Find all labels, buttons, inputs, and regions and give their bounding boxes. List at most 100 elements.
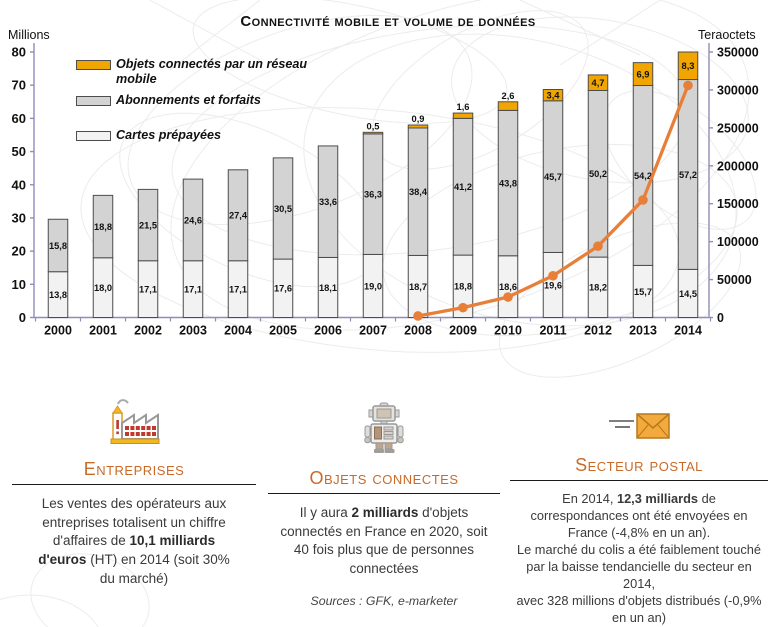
chart-title: Connectivité mobile et volume de données (240, 13, 536, 30)
bar-segment-abonnements (47, 218, 69, 273)
legend-swatch (76, 60, 111, 70)
bar-segment-abonnements (317, 145, 339, 258)
svg-text:8,3: 8,3 (682, 61, 695, 71)
data-point (413, 311, 423, 321)
svg-text:14,5: 14,5 (679, 289, 697, 299)
svg-text:0: 0 (717, 311, 724, 325)
bar-segment-objets (497, 101, 519, 111)
text-fragment: de correspondances ont été envoyées en F… (530, 491, 748, 541)
stacked-bars: 13,8 15,8 18,0 18,8 17,1 21,5 17,1 24,6 17,1 27,4… (47, 51, 699, 319)
svg-text:6,9: 6,9 (637, 69, 650, 79)
heading-underline (267, 493, 501, 494)
data-point (458, 302, 468, 313)
svg-text:2006: 2006 (314, 324, 342, 338)
robot-icon (264, 402, 504, 454)
legend-swatch (76, 95, 111, 106)
bar-segment-objets (677, 51, 699, 81)
svg-text:27,4: 27,4 (229, 211, 248, 221)
section-entreprises: Entreprises Les ventes des opérateurs au… (8, 392, 260, 588)
legend-swatch (76, 131, 111, 142)
svg-text:19,0: 19,0 (364, 281, 382, 291)
bar-segment-abonnements (137, 188, 159, 262)
svg-text:17,6: 17,6 (274, 284, 292, 294)
svg-text:18,8: 18,8 (94, 222, 112, 232)
svg-text:80: 80 (12, 45, 26, 60)
data-point (638, 195, 648, 205)
svg-text:2003: 2003 (179, 324, 207, 338)
svg-text:200000: 200000 (717, 159, 759, 173)
svg-text:30: 30 (12, 210, 26, 225)
text-fragment: d'objets connectés en France en 2020, so… (280, 505, 488, 576)
svg-text:2010: 2010 (494, 324, 522, 338)
svg-text:Millions: Millions (8, 28, 50, 42)
section-heading-entreprises: Entreprises (83, 459, 185, 479)
svg-text:21,5: 21,5 (139, 220, 157, 230)
svg-text:40: 40 (12, 177, 26, 192)
text-fragment-bold: 2 milliards (351, 505, 419, 520)
mobile-connectivity-chart: 0 10 20 30 40 50 60 70 80 Millions 0 50000 100000 150… (8, 28, 759, 338)
svg-text:15,7: 15,7 (634, 287, 652, 297)
data-point (683, 80, 693, 91)
svg-text:18,7: 18,7 (409, 282, 427, 292)
legend-item: Abonnements et forfaits (76, 93, 331, 108)
bar-segment-abonnements (182, 178, 204, 262)
svg-text:2,6: 2,6 (502, 91, 515, 101)
factory-icon (8, 397, 260, 449)
svg-text:2002: 2002 (134, 324, 162, 338)
text-fragment-bold: 10,1 milliards d'euros (38, 533, 216, 567)
legend-label: Abonnements et forfaits (116, 92, 261, 107)
postal-paragraph-2: Le marché du colis a été faiblement touc… (517, 542, 761, 592)
data-point (503, 292, 513, 302)
svg-text:50000: 50000 (717, 273, 752, 287)
section-heading-objets-connectes: Objets connectes (309, 468, 459, 488)
text-fragment: Il y aura (299, 505, 352, 520)
svg-text:2014: 2014 (674, 324, 702, 338)
svg-text:17,1: 17,1 (229, 285, 247, 295)
bar-segment-objets (362, 131, 384, 135)
svg-text:20: 20 (12, 244, 26, 259)
svg-text:17,1: 17,1 (139, 285, 157, 295)
svg-text:43,8: 43,8 (499, 178, 517, 188)
svg-text:2005: 2005 (269, 324, 297, 338)
bar-segment-objets (542, 89, 564, 102)
svg-text:17,1: 17,1 (184, 285, 202, 295)
svg-text:60: 60 (12, 111, 26, 126)
bar-segment-objets (452, 112, 474, 119)
svg-text:50,2: 50,2 (589, 169, 607, 179)
section-heading-secteur-postal: Secteur postal (575, 455, 703, 475)
svg-text:2001: 2001 (89, 324, 117, 338)
svg-text:45,7: 45,7 (544, 172, 562, 182)
svg-text:3,4: 3,4 (547, 91, 561, 101)
legend-item: Cartes prépayées (76, 128, 331, 143)
svg-text:33,6: 33,6 (319, 197, 337, 207)
svg-text:57,2: 57,2 (679, 170, 697, 180)
svg-text:2008: 2008 (404, 324, 432, 338)
svg-text:300000: 300000 (717, 83, 759, 97)
svg-text:250000: 250000 (717, 121, 759, 135)
data-point (548, 270, 558, 281)
data-point (593, 241, 603, 251)
svg-text:2009: 2009 (449, 324, 477, 338)
svg-text:2004: 2004 (224, 324, 252, 338)
sources-note: Sources : GFK, e-marketer (310, 593, 458, 608)
section-text-secteur-postal: En 2014, 12,3 milliards de correspondanc… (512, 490, 766, 626)
heading-underline (11, 484, 257, 485)
bar-segment-abonnements (227, 169, 249, 262)
svg-text:18,1: 18,1 (319, 283, 337, 293)
section-text-objets-connectes: Il y aura 2 milliards d'objets connectés… (278, 504, 490, 579)
legend-label: Cartes prépayées (116, 128, 222, 143)
svg-text:4,7: 4,7 (592, 78, 605, 88)
bar-segment-objets (632, 62, 654, 87)
svg-text:54,2: 54,2 (634, 171, 652, 181)
svg-text:150000: 150000 (717, 197, 759, 211)
svg-text:10: 10 (12, 277, 26, 292)
bar-segment-abonnements (92, 194, 114, 259)
svg-text:2012: 2012 (584, 324, 612, 338)
chart-axes: 0 10 20 30 40 50 60 70 80 Millions 0 50000 100000 150… (8, 28, 759, 338)
section-secteur-postal: Secteur postal En 2014, 12,3 milliards d… (506, 392, 772, 626)
svg-text:Teraoctets: Teraoctets (698, 28, 756, 42)
svg-text:15,8: 15,8 (49, 241, 67, 251)
text-fragment: (HT) en 2014 (soit 30% du marché) (86, 551, 230, 586)
svg-text:19,6: 19,6 (544, 280, 562, 290)
svg-text:100000: 100000 (717, 235, 759, 249)
